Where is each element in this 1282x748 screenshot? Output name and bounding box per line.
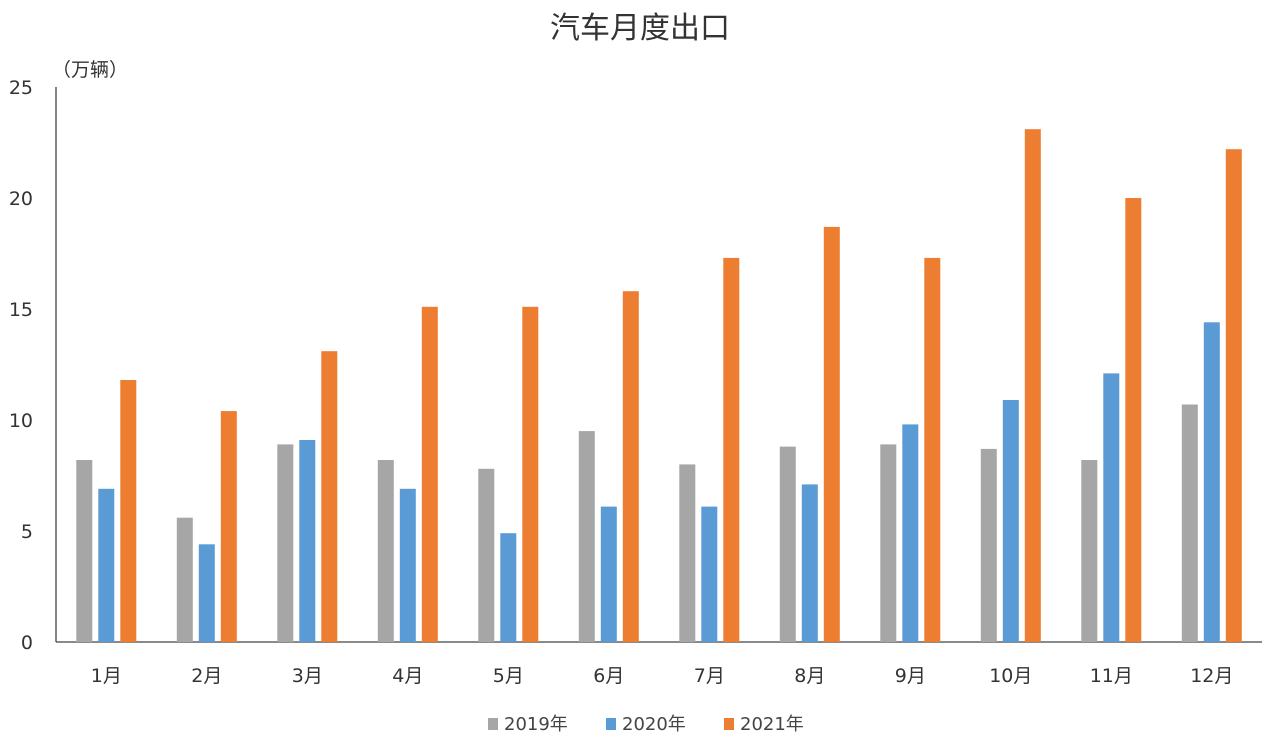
bar xyxy=(701,506,718,642)
bar xyxy=(176,517,193,642)
legend-label: 2021年 xyxy=(740,714,804,735)
bar xyxy=(399,488,416,642)
legend-swatch xyxy=(488,718,498,730)
bar xyxy=(1103,373,1120,642)
y-tick-label: 25 xyxy=(9,77,33,99)
bar xyxy=(679,464,696,642)
x-tick-label: 3月 xyxy=(292,665,323,687)
y-tick-label: 5 xyxy=(21,521,33,543)
x-tick-label: 10月 xyxy=(989,665,1032,687)
bar xyxy=(1081,460,1098,642)
y-tick-label: 0 xyxy=(21,632,33,654)
bar xyxy=(120,380,137,642)
y-tick-label: 10 xyxy=(9,410,33,432)
bar xyxy=(622,291,639,642)
bars xyxy=(76,129,1242,642)
bar xyxy=(801,484,818,642)
bar xyxy=(220,411,237,642)
y-axis: 0 5 10 15 20 25 xyxy=(9,77,57,654)
bar xyxy=(277,444,294,642)
bar xyxy=(578,431,595,642)
bar xyxy=(1024,129,1041,642)
legend-swatch xyxy=(606,718,616,730)
x-tick-label: 6月 xyxy=(593,665,624,687)
y-tick-label: 15 xyxy=(9,299,33,321)
bar xyxy=(1203,322,1220,642)
x-tick-label: 9月 xyxy=(895,665,926,687)
legend-label: 2020年 xyxy=(622,714,686,735)
bar xyxy=(902,424,919,642)
x-tick-label: 5月 xyxy=(493,665,524,687)
bar xyxy=(478,468,495,642)
bar xyxy=(823,226,840,642)
x-tick-label: 4月 xyxy=(392,665,423,687)
bar xyxy=(600,506,617,642)
bar xyxy=(779,446,796,642)
bar xyxy=(198,544,215,642)
bar xyxy=(1225,149,1242,642)
x-axis: 1月 2月 3月 4月 5月 6月 7月 8月 9月 10月 11月 12月 xyxy=(56,641,1262,687)
bar xyxy=(321,351,338,642)
bar xyxy=(421,306,438,642)
legend-label: 2019年 xyxy=(504,714,568,735)
x-tick-label: 8月 xyxy=(794,665,825,687)
bar xyxy=(1181,404,1198,642)
x-tick-label: 1月 xyxy=(91,665,122,687)
bar xyxy=(880,444,897,642)
x-tick-label: 11月 xyxy=(1090,665,1133,687)
bar xyxy=(299,440,316,642)
x-tick-label: 12月 xyxy=(1190,665,1233,687)
x-tick-label: 7月 xyxy=(694,665,725,687)
bar xyxy=(98,488,115,642)
y-tick-label: 20 xyxy=(9,188,33,210)
y-axis-unit: （万辆） xyxy=(52,59,128,81)
bar xyxy=(1002,400,1019,642)
bar xyxy=(377,460,394,642)
chart-title: 汽车月度出口 xyxy=(550,11,730,46)
bar xyxy=(1125,198,1142,642)
bar xyxy=(980,448,997,642)
x-tick-label: 2月 xyxy=(191,665,222,687)
legend-swatch xyxy=(724,718,734,730)
bar xyxy=(76,460,93,642)
legend: 2019年 2020年 2021年 xyxy=(488,714,804,735)
bar xyxy=(924,257,941,642)
bar xyxy=(723,257,740,642)
bar xyxy=(522,306,539,642)
bar xyxy=(500,533,517,642)
